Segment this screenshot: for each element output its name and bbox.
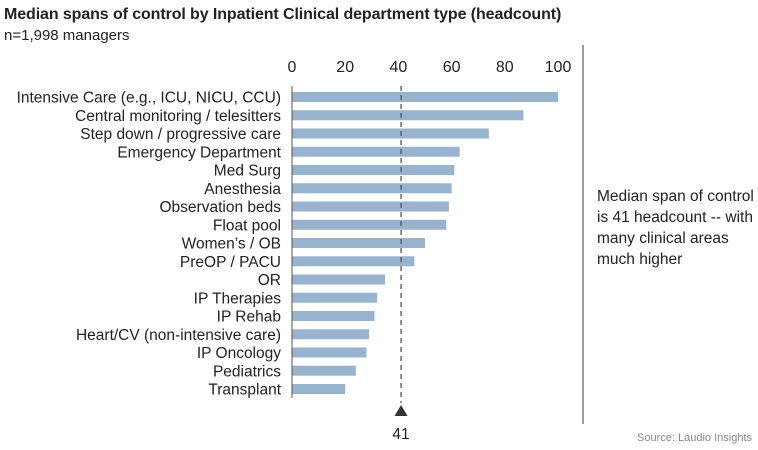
bar (292, 256, 415, 267)
bar (292, 92, 558, 102)
category-label: Transplant (208, 382, 281, 399)
category-label: OR (258, 272, 281, 289)
bar (292, 238, 425, 248)
category-label: Float pool (213, 217, 281, 234)
bar (292, 292, 378, 303)
category-label: Observation beds (160, 199, 282, 216)
bar (292, 165, 455, 175)
category-label: Emergency Department (117, 144, 281, 161)
x-tick-label: 80 (496, 59, 514, 76)
bar (292, 146, 460, 157)
bar (292, 347, 367, 358)
bar (292, 384, 346, 394)
bar (292, 311, 375, 321)
category-label: Med Surg (214, 163, 281, 180)
bar (292, 274, 386, 285)
bar (292, 219, 447, 230)
median-marker-icon (394, 405, 408, 416)
bar (292, 201, 449, 212)
chart-subtitle: n=1,998 managers (4, 27, 130, 44)
source-note: Source: Laudio Insights (637, 432, 752, 444)
x-tick-label: 40 (390, 59, 408, 76)
category-label: PreOP / PACU (180, 254, 281, 271)
median-label: 41 (392, 426, 409, 443)
category-label: Anesthesia (204, 181, 281, 198)
category-label: Pediatrics (213, 363, 281, 380)
x-tick-label: 100 (545, 59, 572, 76)
category-label: Intensive Care (e.g., ICU, NICU, CCU) (17, 90, 281, 107)
category-label: IP Rehab (217, 309, 281, 326)
category-label: IP Therapies (194, 290, 282, 307)
x-tick-label: 60 (443, 59, 461, 76)
category-label: Step down / progressive care (80, 126, 281, 143)
bar (292, 365, 356, 376)
bar (292, 128, 489, 139)
x-tick-label: 20 (336, 59, 354, 76)
bar (292, 183, 452, 194)
median-annotation: Median span of control is 41 headcount -… (597, 188, 754, 268)
x-tick-label: 0 (288, 59, 297, 76)
bar (292, 329, 370, 340)
category-label: Women’s / OB (182, 236, 281, 253)
bar (292, 110, 524, 121)
chart-title: Median spans of control by Inpatient Cli… (4, 6, 562, 23)
category-label: Heart/CV (non-intensive care) (76, 327, 281, 344)
category-label: Central monitoring / telesitters (75, 108, 281, 125)
category-label: IP Oncology (197, 345, 281, 362)
